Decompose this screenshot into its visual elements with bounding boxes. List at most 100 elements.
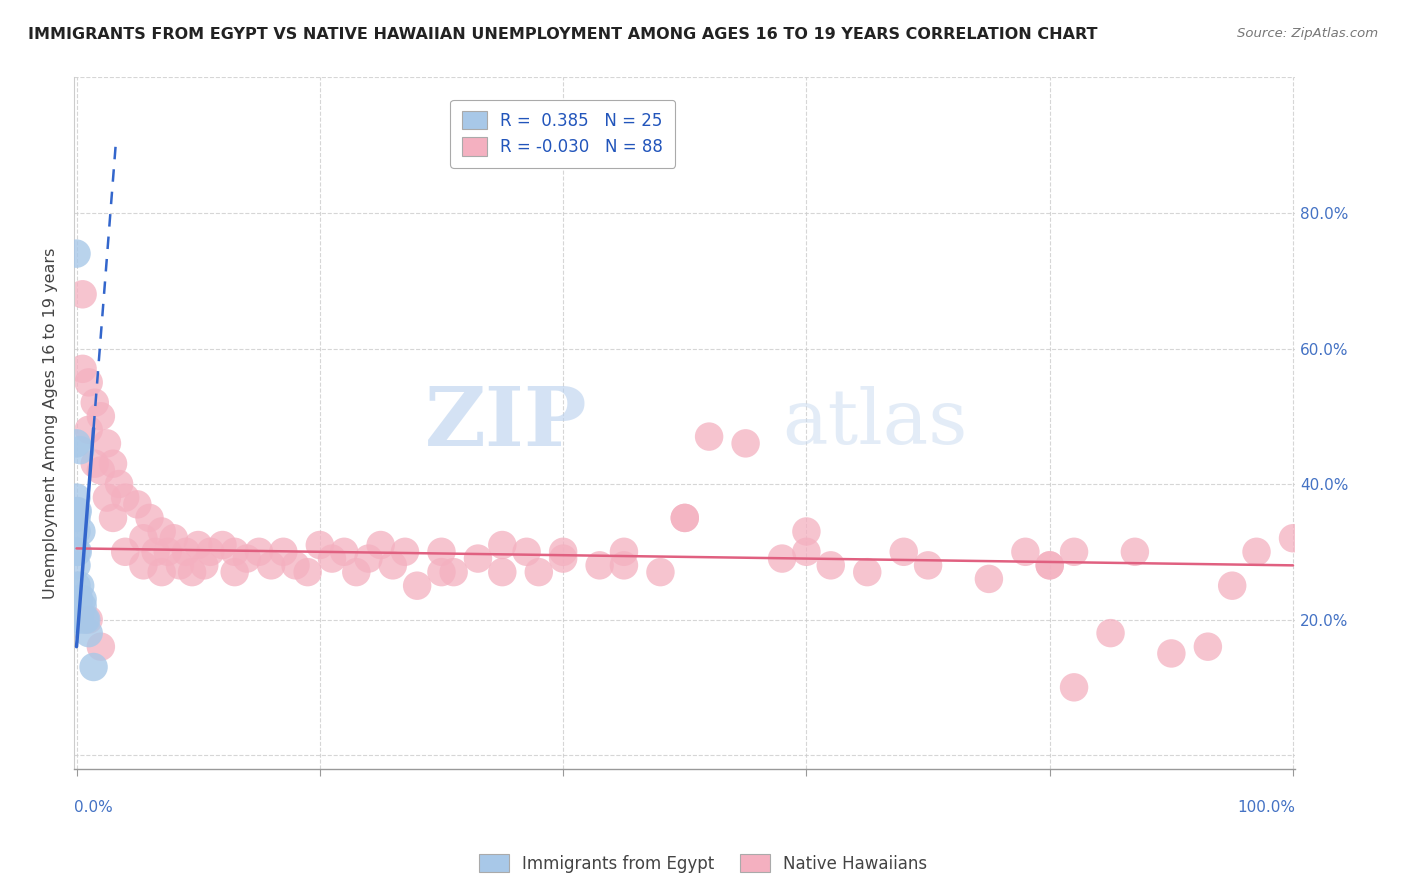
Point	[72, 287, 94, 301]
Point	[1123, 545, 1146, 559]
Point	[77, 423, 100, 437]
Point	[284, 558, 307, 573]
Point	[491, 538, 513, 552]
Legend: R =  0.385   N = 25, R = -0.030   N = 88: R = 0.385 N = 25, R = -0.030 N = 88	[450, 100, 675, 168]
Point	[69, 613, 91, 627]
Point	[1014, 545, 1036, 559]
Point	[516, 545, 538, 559]
Point	[90, 640, 112, 654]
Point	[83, 395, 105, 409]
Point	[156, 545, 179, 559]
Point	[90, 463, 112, 477]
Point	[66, 545, 89, 559]
Point	[108, 477, 131, 491]
Point	[796, 524, 818, 539]
Point	[1099, 626, 1122, 640]
Point	[66, 599, 89, 613]
Point	[491, 565, 513, 579]
Point	[69, 443, 91, 458]
Point	[370, 538, 392, 552]
Point	[132, 531, 155, 545]
Text: atlas: atlas	[783, 386, 967, 460]
Point	[796, 545, 818, 559]
Point	[96, 436, 118, 450]
Point	[443, 565, 465, 579]
Point	[527, 565, 550, 579]
Point	[406, 579, 429, 593]
Point	[66, 504, 89, 518]
Point	[174, 545, 197, 559]
Point	[467, 551, 489, 566]
Point	[150, 565, 173, 579]
Point	[856, 565, 879, 579]
Point	[1246, 545, 1268, 559]
Point	[613, 545, 636, 559]
Point	[273, 545, 295, 559]
Point	[430, 545, 453, 559]
Point	[72, 361, 94, 376]
Point	[344, 565, 367, 579]
Point	[820, 558, 842, 573]
Point	[224, 545, 246, 559]
Point	[163, 531, 186, 545]
Point	[308, 538, 330, 552]
Point	[83, 457, 105, 471]
Point	[588, 558, 610, 573]
Point	[200, 545, 222, 559]
Point	[260, 558, 283, 573]
Point	[96, 491, 118, 505]
Point	[381, 558, 404, 573]
Point	[357, 551, 380, 566]
Point	[67, 592, 90, 607]
Point	[65, 579, 87, 593]
Point	[770, 551, 793, 566]
Text: 0.0%: 0.0%	[75, 800, 112, 814]
Text: ZIP: ZIP	[425, 383, 588, 463]
Point	[145, 545, 167, 559]
Point	[1063, 545, 1085, 559]
Point	[150, 524, 173, 539]
Point	[236, 551, 259, 566]
Point	[65, 491, 87, 505]
Point	[181, 565, 204, 579]
Point	[297, 565, 319, 579]
Point	[132, 558, 155, 573]
Point	[65, 436, 87, 450]
Point	[127, 497, 149, 511]
Point	[734, 436, 756, 450]
Point	[114, 491, 136, 505]
Point	[977, 572, 1000, 586]
Point	[673, 511, 696, 525]
Point	[430, 565, 453, 579]
Point	[114, 545, 136, 559]
Point	[247, 545, 270, 559]
Point	[77, 376, 100, 390]
Point	[211, 538, 233, 552]
Point	[101, 511, 124, 525]
Point	[333, 545, 356, 559]
Y-axis label: Unemployment Among Ages 16 to 19 years: Unemployment Among Ages 16 to 19 years	[44, 247, 58, 599]
Point	[90, 409, 112, 424]
Point	[613, 558, 636, 573]
Point	[1039, 558, 1062, 573]
Point	[224, 565, 246, 579]
Point	[70, 524, 93, 539]
Point	[72, 592, 94, 607]
Point	[65, 545, 87, 559]
Point	[65, 504, 87, 518]
Point	[187, 538, 209, 552]
Point	[65, 511, 87, 525]
Point	[75, 613, 97, 627]
Point	[650, 565, 672, 579]
Point	[673, 511, 696, 525]
Point	[193, 558, 215, 573]
Point	[893, 545, 915, 559]
Point	[394, 545, 416, 559]
Point	[65, 246, 87, 260]
Point	[1282, 531, 1305, 545]
Text: 100.0%: 100.0%	[1237, 800, 1295, 814]
Point	[917, 558, 939, 573]
Point	[1063, 681, 1085, 695]
Point	[67, 599, 90, 613]
Point	[72, 599, 94, 613]
